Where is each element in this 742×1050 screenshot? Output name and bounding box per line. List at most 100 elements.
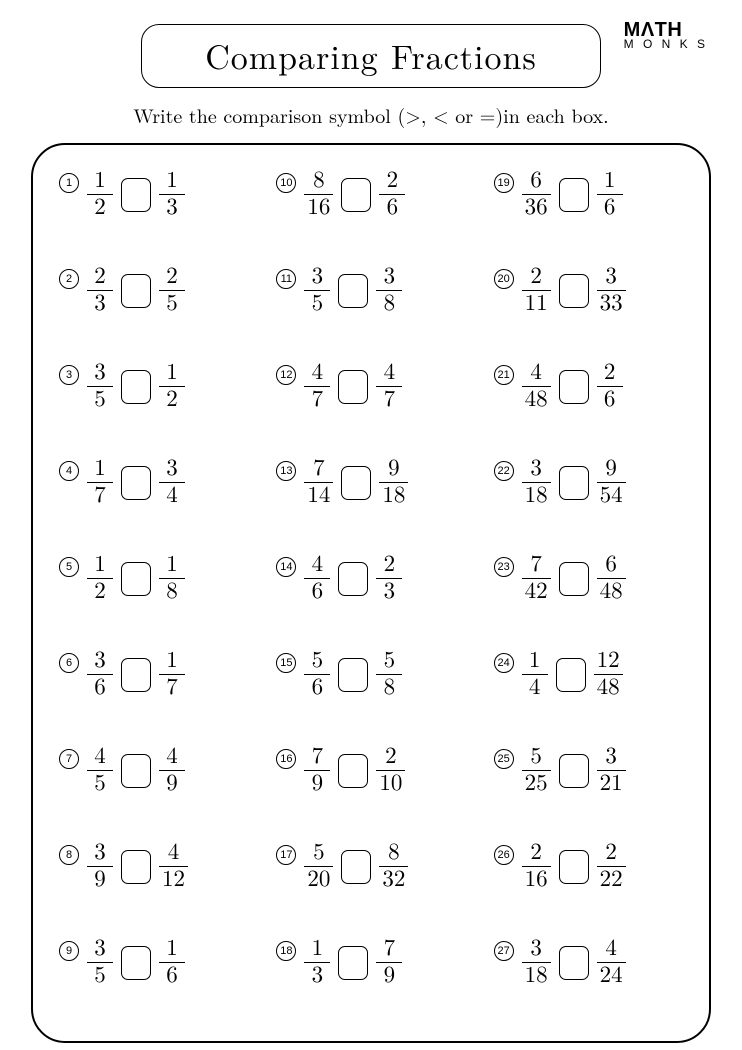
answer-box[interactable] (559, 562, 589, 596)
numerator: 3 (527, 937, 545, 961)
numerator: 1 (601, 169, 619, 193)
numerator: 1 (91, 457, 109, 481)
problem-number: 20 (494, 269, 514, 289)
fraction-right: 49 (159, 745, 185, 796)
problem: 41734 (45, 453, 262, 549)
page-title: Comparing Fractions (205, 31, 537, 79)
numerator: 6 (527, 169, 545, 193)
fraction-left: 39 (87, 841, 113, 892)
answer-box[interactable] (559, 370, 589, 404)
denominator: 2 (91, 580, 109, 604)
problem-equation: 520832 (304, 841, 408, 892)
fraction-bar (522, 482, 551, 483)
answer-box[interactable] (121, 850, 151, 884)
fraction-left: 35 (87, 937, 113, 988)
answer-box[interactable] (121, 754, 151, 788)
fraction-bar (522, 866, 551, 867)
fraction-bar (597, 194, 623, 195)
numerator: 9 (385, 457, 403, 481)
problem-number: 5 (59, 557, 79, 577)
answer-box[interactable] (559, 754, 589, 788)
problem: 11213 (45, 165, 262, 261)
problem-number: 22 (494, 461, 514, 481)
numerator: 1 (91, 169, 109, 193)
problem-number: 25 (494, 749, 514, 769)
answer-box[interactable] (559, 178, 589, 212)
worksheet-frame: 1121310816261963616223251135382021133333… (31, 143, 711, 1043)
answer-box[interactable] (556, 658, 586, 692)
answer-box[interactable] (559, 946, 589, 980)
fraction-bar (522, 578, 551, 579)
fraction-bar (304, 386, 330, 387)
problem: 74549 (45, 741, 262, 837)
answer-box[interactable] (121, 562, 151, 596)
fraction-left: 211 (522, 265, 551, 316)
denominator: 6 (163, 964, 181, 988)
answer-box[interactable] (338, 274, 368, 308)
problem-number: 24 (494, 653, 514, 673)
numerator: 4 (381, 361, 399, 385)
fraction-left: 636 (522, 169, 551, 220)
fraction-right: 832 (379, 841, 408, 892)
denominator: 21 (597, 772, 626, 796)
denominator: 8 (163, 580, 181, 604)
fraction-bar (597, 386, 623, 387)
denominator: 16 (522, 868, 551, 892)
denominator: 6 (384, 196, 402, 220)
numerator: 2 (602, 841, 620, 865)
numerator: 3 (163, 457, 181, 481)
fraction-right: 25 (159, 265, 185, 316)
answer-box[interactable] (338, 754, 368, 788)
fraction-bar (87, 386, 113, 387)
answer-box[interactable] (338, 370, 368, 404)
answer-box[interactable] (341, 466, 371, 500)
answer-box[interactable] (338, 946, 368, 980)
fraction-left: 79 (304, 745, 330, 796)
answer-box[interactable] (559, 466, 589, 500)
fraction-bar (159, 386, 185, 387)
denominator: 24 (597, 964, 626, 988)
answer-box[interactable] (121, 658, 151, 692)
answer-box[interactable] (338, 658, 368, 692)
answer-box[interactable] (559, 274, 589, 308)
denominator: 3 (91, 292, 109, 316)
denominator: 16 (304, 196, 333, 220)
denominator: 36 (522, 196, 551, 220)
answer-box[interactable] (121, 274, 151, 308)
answer-box[interactable] (338, 562, 368, 596)
numerator: 3 (602, 265, 620, 289)
fraction-bar (304, 482, 333, 483)
denominator: 4 (163, 484, 181, 508)
fraction-right: 222 (597, 841, 626, 892)
problem-equation: 1734 (87, 457, 185, 508)
answer-box[interactable] (121, 370, 151, 404)
problem-number: 13 (276, 461, 296, 481)
numerator: 4 (309, 361, 327, 385)
fraction-right: 333 (597, 265, 626, 316)
problem-number: 3 (59, 365, 79, 385)
worksheet-page: MΛTH M O N K S Comparing Fractions Write… (0, 0, 742, 1050)
answer-box[interactable] (341, 850, 371, 884)
problem-equation: 1218 (87, 553, 185, 604)
problem-number: 15 (276, 653, 296, 673)
denominator: 11 (522, 292, 551, 316)
numerator: 4 (309, 553, 327, 577)
answer-box[interactable] (121, 466, 151, 500)
fraction-bar (304, 290, 330, 291)
numerator: 5 (310, 841, 328, 865)
fraction-left: 12 (87, 169, 113, 220)
problem: 1963616 (480, 165, 697, 261)
problem-number: 26 (494, 845, 514, 865)
fraction-left: 56 (304, 649, 330, 700)
numerator: 5 (381, 649, 399, 673)
answer-box[interactable] (559, 850, 589, 884)
fraction-right: 79 (376, 937, 402, 988)
answer-box[interactable] (341, 178, 371, 212)
fraction-right: 424 (597, 937, 626, 988)
numerator: 9 (602, 457, 620, 481)
answer-box[interactable] (121, 178, 151, 212)
problem: 113538 (262, 261, 479, 357)
fraction-bar (304, 770, 330, 771)
fraction-bar (87, 770, 113, 771)
answer-box[interactable] (121, 946, 151, 980)
